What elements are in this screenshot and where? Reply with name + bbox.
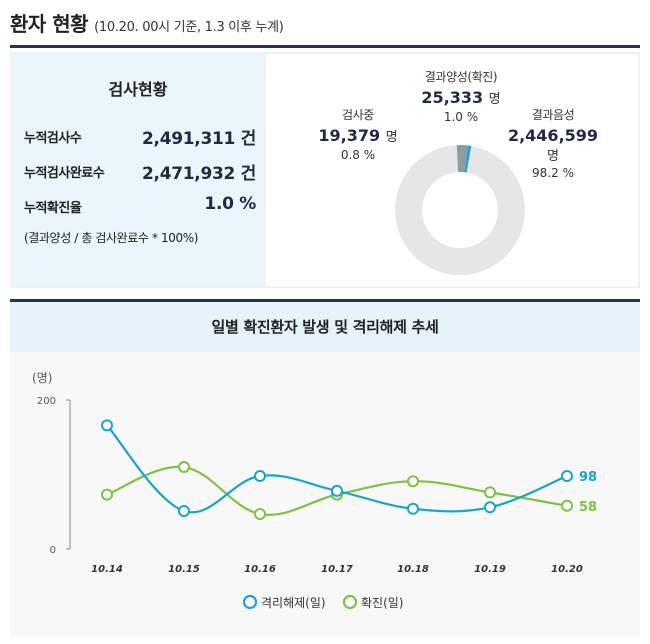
data-point (561, 499, 573, 512)
donut-label-count: 25,333 (421, 88, 484, 107)
summary-note: (결과양성 / 총 검사완료수 * 100%) (24, 231, 198, 245)
data-point (254, 507, 266, 520)
x-tick-label: 10.15 (168, 564, 200, 575)
data-point (101, 419, 113, 432)
end-data-label: 98 (579, 470, 597, 485)
donut-slice (395, 145, 525, 275)
summary-title: 검사현황 (108, 80, 168, 99)
x-tick-label: 10.17 (321, 564, 353, 575)
x-tick-label: 10.19 (474, 564, 506, 575)
legend-marker (342, 594, 358, 610)
chart-divider (10, 299, 640, 302)
data-point (407, 502, 419, 515)
page-title: 환자 현황 (10, 12, 89, 36)
data-point (101, 488, 113, 501)
summary-label: 누적확진율 (24, 201, 82, 216)
donut-label-testing: 검사중 19,379 명 0.8 % (308, 106, 408, 162)
donut-label-percent: 98.2 % (532, 166, 574, 180)
donut-label-name: 결과양성(확진) (424, 70, 498, 84)
y-tick-label: 0 (50, 545, 56, 556)
data-point (178, 505, 190, 518)
page-subtitle: (10.20. 00시 기준, 1.3 이후 누계) (94, 20, 284, 35)
data-point (178, 461, 190, 474)
donut-label-positive: 결과양성(확진) 25,333 명 1.0 % (406, 68, 516, 124)
donut-label-name: 결과음성 (531, 108, 575, 122)
summary-value: 2,471,932 건 (142, 164, 256, 184)
test-result-donut-box: 결과양성(확진) 25,333 명 1.0 % 검사중 19,379 명 0.8… (266, 54, 638, 286)
legend-marker (242, 594, 258, 610)
trend-line-chart: (명) 200 0 10.14 10.15 10.16 10.17 10.18 10.19 10.… (32, 371, 597, 610)
summary-value: 1.0 % (204, 194, 256, 214)
status-panel: 검사현황 누적검사수 2,491,311 건 누적검사완료수 2,471,932… (10, 52, 640, 288)
legend-label: 격리해제(일) (261, 596, 326, 610)
summary-row-total-tests: 누적검사수 2,491,311 건 (24, 124, 256, 149)
y-unit-label: (명) (32, 371, 52, 385)
data-point (561, 469, 573, 482)
summary-label: 누적검사수 (24, 131, 82, 146)
summary-label: 누적검사완료수 (24, 166, 105, 181)
donut-label-count: 19,379 (318, 126, 381, 145)
donut-label-unit: 명 (488, 92, 501, 107)
donut-label-name: 검사중 (342, 108, 374, 122)
donut-chart (395, 145, 525, 275)
donut-label-count: 2,446,599 (507, 126, 599, 145)
donut-label-unit: 명 (385, 130, 398, 145)
x-tick-label: 10.14 (91, 564, 123, 575)
data-point (484, 486, 496, 499)
donut-label-percent: 0.8 % (340, 148, 376, 162)
test-summary-box: 검사현황 누적검사수 2,491,311 건 누적검사완료수 2,471,932… (12, 54, 264, 286)
summary-row-positive-rate: 누적확진율 1.0 % (24, 194, 256, 216)
end-data-label: 58 (579, 500, 597, 515)
data-point (407, 475, 419, 488)
chart-title: 일별 확진환자 발생 및 격리해제 추세 (10, 302, 640, 352)
header-divider (10, 45, 640, 48)
x-tick-label: 10.18 (397, 564, 429, 575)
data-point (331, 484, 343, 497)
donut-label-percent: 1.0 % (443, 110, 479, 124)
data-point (254, 469, 266, 482)
page-header: 환자 현황 (10.20. 00시 기준, 1.3 이후 누계) (10, 8, 284, 38)
data-point (484, 501, 496, 514)
summary-value: 2,491,311 건 (142, 129, 256, 149)
summary-row-completed-tests: 누적검사완료수 2,471,932 건 (24, 159, 256, 184)
legend-label: 확진(일) (361, 596, 403, 610)
x-tick-label: 10.16 (244, 564, 276, 575)
donut-label-unit: 명 (547, 149, 559, 164)
trend-chart-panel: (명) 200 0 10.14 10.15 10.16 10.17 10.18 10.19 10.… (10, 352, 640, 637)
y-tick-label: 200 (37, 396, 56, 407)
donut-slice (456, 145, 469, 173)
x-tick-label: 10.20 (551, 564, 583, 575)
donut-label-negative: 결과음성 2,446,599 명 98.2 % (498, 106, 608, 180)
